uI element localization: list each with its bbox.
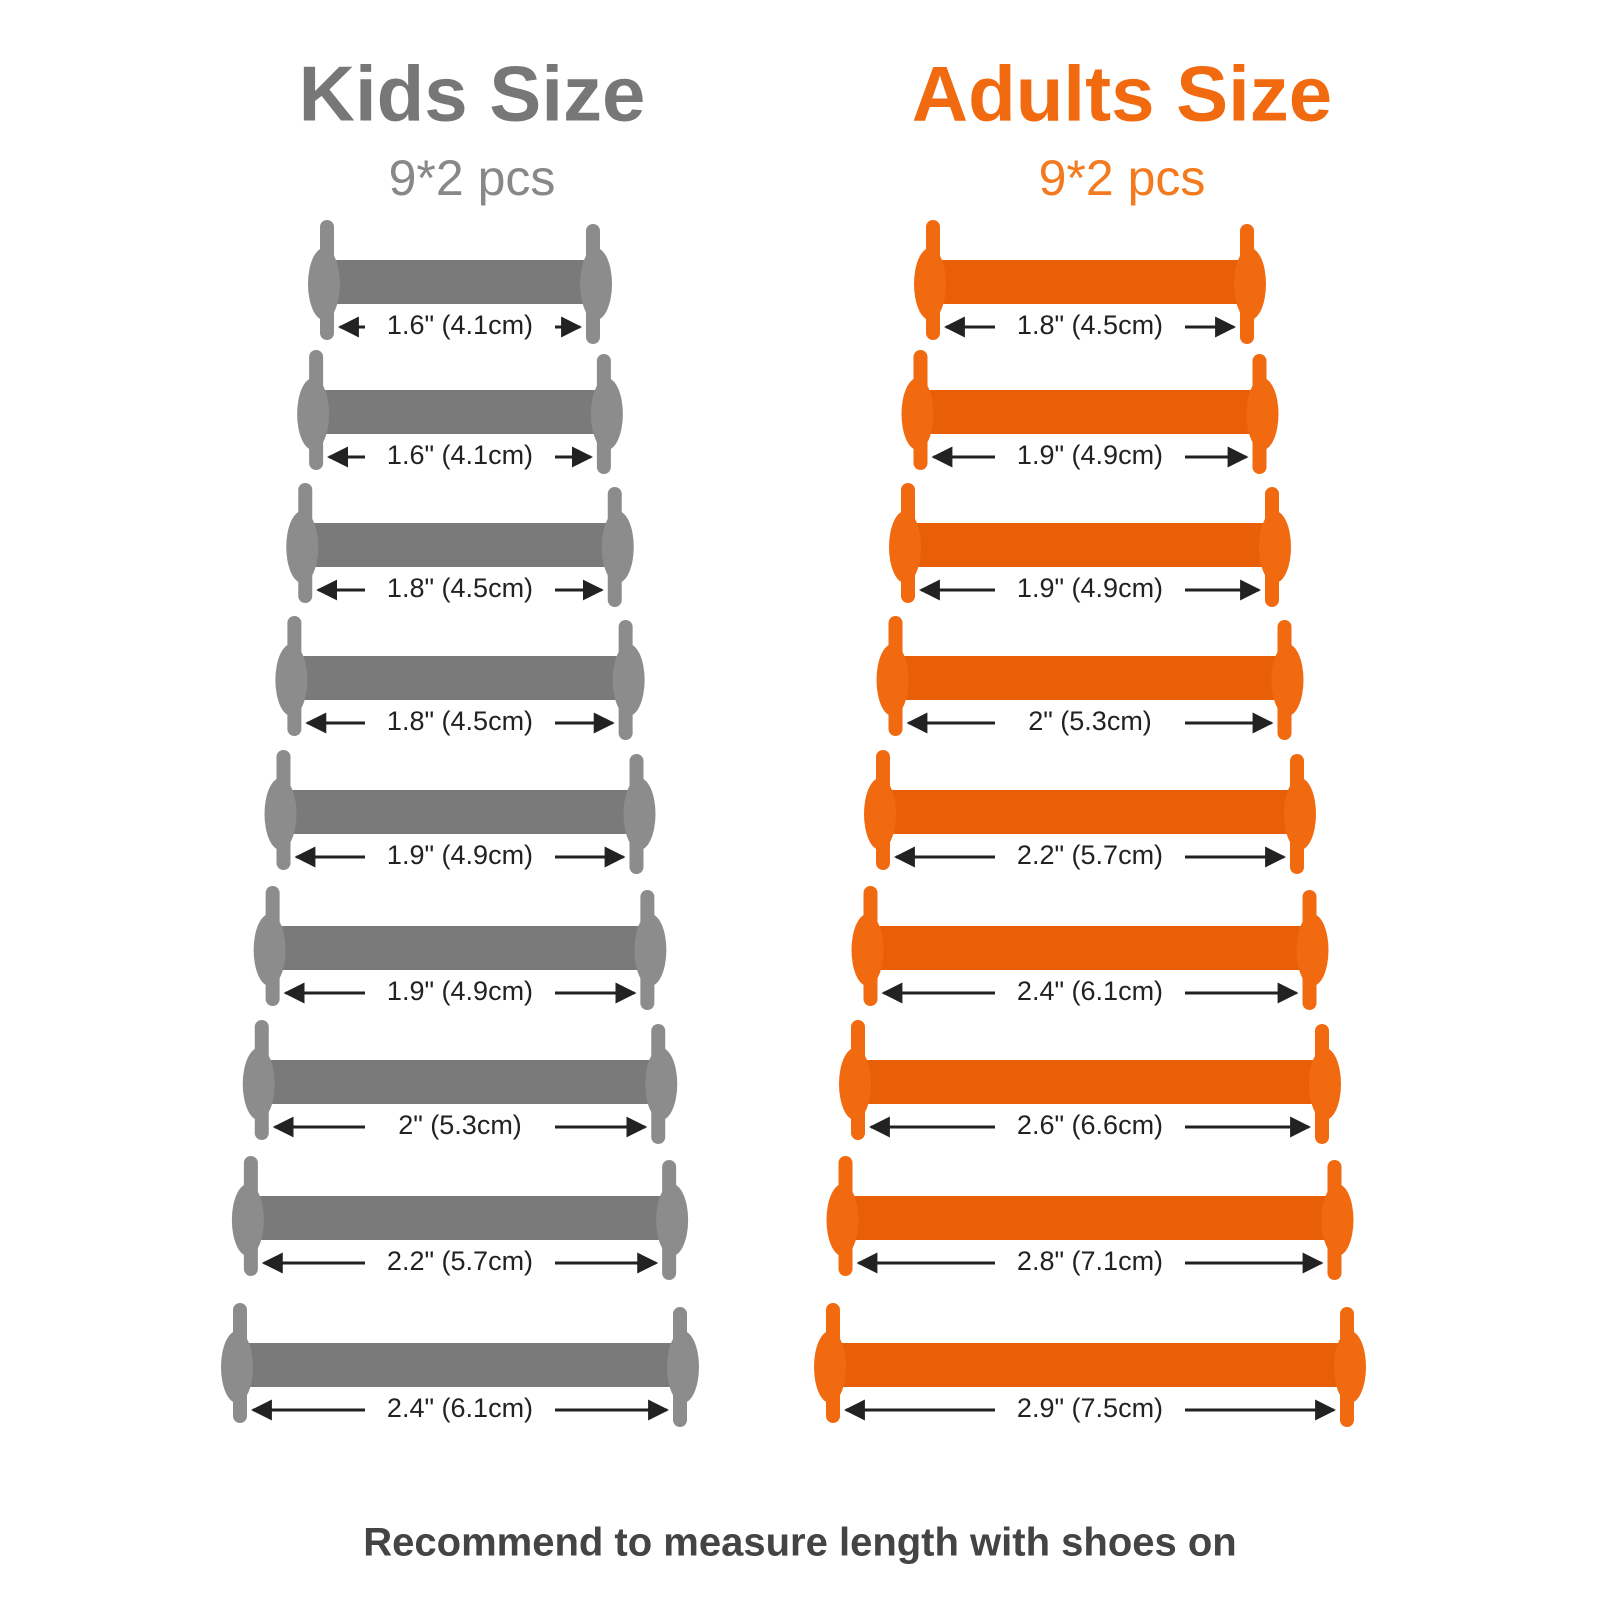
- size-label: 2.2" (5.7cm): [1017, 840, 1163, 870]
- size-label: 2" (5.3cm): [398, 1110, 522, 1140]
- lace-tab: [1302, 890, 1317, 1010]
- kids-title: Kids Size: [299, 50, 646, 138]
- lace-tab: [320, 220, 334, 340]
- lace-body: [903, 523, 1277, 567]
- adults-title: Adults Size: [912, 50, 1332, 138]
- lace-tab: [651, 1024, 666, 1144]
- label-bg: [1005, 707, 1175, 739]
- label-bg: [1005, 841, 1175, 873]
- lace-body: [245, 1196, 675, 1240]
- lace-tab: [838, 1156, 853, 1276]
- lace-body: [890, 656, 1290, 700]
- lace-body: [322, 260, 598, 304]
- laces: 1.6" (4.1cm) 1.6" (4.1cm) 1.8" (4.5cm) 1.8"…: [221, 220, 1366, 1427]
- label-bg: [1005, 1394, 1175, 1426]
- size-label: 2.6" (6.6cm): [1017, 1110, 1163, 1140]
- lace-tab: [586, 224, 600, 344]
- label-bg: [375, 574, 545, 606]
- lace-tab: [913, 350, 928, 470]
- lace-tab: [662, 1160, 677, 1280]
- lace-body: [865, 926, 1315, 970]
- lace-tab: [607, 487, 622, 607]
- lace-tab: [1315, 1024, 1329, 1144]
- lace-tab: [1252, 354, 1267, 474]
- label-bg: [1005, 977, 1175, 1009]
- lace-tab: [876, 750, 890, 870]
- size-label: 1.8" (4.5cm): [387, 706, 533, 736]
- lace-tab: [287, 616, 302, 736]
- size-label: 2.8" (7.1cm): [1017, 1246, 1163, 1276]
- adults-subtitle: 9*2 pcs: [1039, 150, 1206, 206]
- size-label: 2.2" (5.7cm): [387, 1246, 533, 1276]
- lace-body: [278, 790, 642, 834]
- lace-tab: [1327, 1160, 1342, 1280]
- size-label: 1.6" (4.1cm): [387, 440, 533, 470]
- label-bg: [375, 311, 545, 343]
- size-label: 2" (5.3cm): [1028, 706, 1152, 736]
- size-label: 1.9" (4.9cm): [1017, 440, 1163, 470]
- label-bg: [375, 441, 545, 473]
- lace-tab: [888, 616, 903, 736]
- lace-tab: [1340, 1307, 1354, 1427]
- label-bg: [1005, 441, 1175, 473]
- label-bg: [375, 1111, 545, 1143]
- lace-tab: [640, 890, 655, 1010]
- lace-body: [311, 390, 609, 434]
- label-bg: [375, 977, 545, 1009]
- lace-tab: [265, 886, 280, 1006]
- lace-body: [840, 1196, 1340, 1240]
- size-label: 2.4" (6.1cm): [387, 1393, 533, 1423]
- lace-body: [300, 523, 620, 567]
- lace-tab: [629, 754, 644, 874]
- lace-tab: [1265, 487, 1279, 607]
- lace-tab: [254, 1020, 269, 1140]
- lace-tab: [596, 354, 611, 474]
- size-label: 2.4" (6.1cm): [1017, 976, 1163, 1006]
- lace-tab: [851, 1020, 865, 1140]
- lace-tab: [826, 1303, 840, 1423]
- lace-body: [853, 1060, 1327, 1104]
- kids-subtitle: 9*2 pcs: [389, 150, 556, 206]
- size-label: 1.9" (4.9cm): [1017, 573, 1163, 603]
- lace-tab: [233, 1303, 247, 1423]
- size-label: 1.9" (4.9cm): [387, 840, 533, 870]
- size-label: 1.8" (4.5cm): [387, 573, 533, 603]
- lace-tab: [901, 483, 915, 603]
- label-bg: [375, 841, 545, 873]
- lace-tab: [298, 483, 313, 603]
- size-label: 2.9" (7.5cm): [1017, 1393, 1163, 1423]
- lace-body: [235, 1343, 685, 1387]
- lace-body: [256, 1060, 664, 1104]
- lace-tab: [673, 1307, 687, 1427]
- lace-tab: [1277, 620, 1292, 740]
- footer-note: Recommend to measure length with shoes o…: [363, 1521, 1236, 1565]
- lace-body: [289, 656, 631, 700]
- lace-body: [915, 390, 1265, 434]
- size-label: 1.9" (4.9cm): [387, 976, 533, 1006]
- lace-body: [878, 790, 1302, 834]
- lace-body: [267, 926, 653, 970]
- lace-tab: [309, 350, 324, 470]
- label-bg: [1005, 1111, 1175, 1143]
- lace-tab: [863, 886, 878, 1006]
- lace-tab: [926, 220, 940, 340]
- label-bg: [375, 1247, 545, 1279]
- lace-tab: [618, 620, 633, 740]
- size-label: 1.8" (4.5cm): [1017, 310, 1163, 340]
- lace-body: [928, 260, 1252, 304]
- lace-tab: [1290, 754, 1304, 874]
- lace-body: [828, 1343, 1352, 1387]
- label-bg: [1005, 311, 1175, 343]
- label-bg: [1005, 574, 1175, 606]
- lace-tab: [276, 750, 291, 870]
- label-bg: [1005, 1247, 1175, 1279]
- label-bg: [375, 1394, 545, 1426]
- size-label: 1.6" (4.1cm): [387, 310, 533, 340]
- lace-tab: [1240, 224, 1254, 344]
- label-bg: [375, 707, 545, 739]
- lace-tab: [243, 1156, 258, 1276]
